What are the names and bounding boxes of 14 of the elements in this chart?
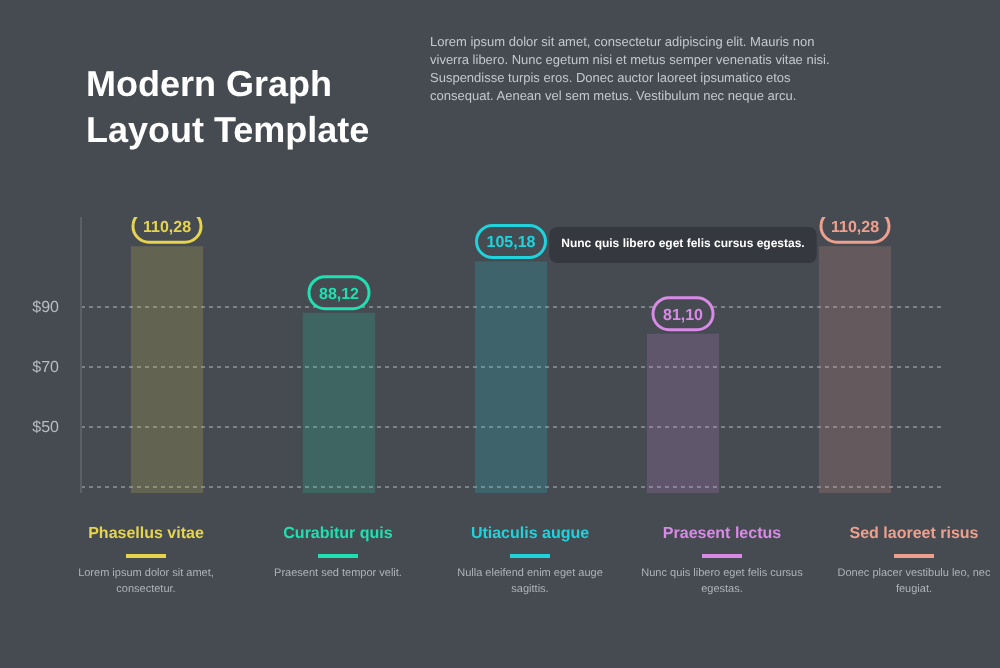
x-tick-label: Utiaculis augue [468,522,592,545]
x-tick-label: Praesent lectus [660,522,784,545]
x-tick-label: Sed laoreet risus [847,522,981,545]
data-label: 110,28 [830,218,881,237]
x-tick-label: Curabitur quis [281,522,395,545]
y-tick-label: $90 [32,298,61,316]
x-tick-label: Phasellus vitae [86,522,206,545]
y-tick-label: $70 [32,358,61,376]
data-label: 88,12 [318,284,361,303]
data-label: 110,28 [142,218,193,237]
data-label: 105,18 [486,233,537,252]
chart-title: Modern Graph Layout Template [86,62,370,152]
y-tick-label: $50 [32,418,61,436]
data-label: 81,10 [662,305,705,324]
